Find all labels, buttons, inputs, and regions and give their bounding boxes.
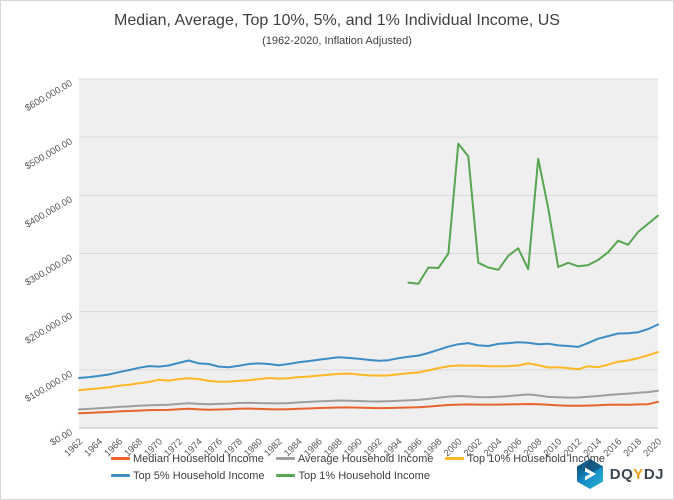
dqydj-logo-text: DQYDJ	[609, 465, 664, 483]
legend-label: Top 10% Household Income	[467, 452, 606, 465]
legend-color-dash-icon	[445, 457, 465, 460]
y-tick-label: $600,000.00	[23, 78, 74, 114]
legend-label: Top 1% Household Income	[298, 469, 430, 482]
dqydj-logo-icon	[576, 459, 603, 489]
legend-row: Median Household Income Average Household…	[111, 450, 605, 467]
series-line-average-household-income	[78, 389, 659, 411]
series-line-top-5-household-income	[78, 323, 659, 379]
legend-label: Median Household Income	[133, 452, 264, 465]
x-tick-label: 1964	[82, 436, 105, 459]
legend-label: Average Household Income	[297, 452, 434, 465]
dqydj-logo: DQYDJ	[575, 458, 664, 490]
chart-subtitle: (1962-2020, Inflation Adjusted)	[262, 35, 412, 47]
series-line-top-10-household-income	[78, 351, 659, 392]
x-tick-label: 2020	[641, 436, 664, 459]
legend-color-dash-icon	[111, 457, 130, 460]
legend: Median Household Income Average Household…	[111, 450, 605, 484]
legend-color-dash-icon	[276, 474, 296, 477]
legend-item: Top 5% Household Income	[111, 470, 264, 482]
legend-color-dash-icon	[275, 457, 295, 460]
y-tick-label: $300,000.00	[23, 253, 74, 289]
legend-label: Top 5% Household Income	[133, 469, 265, 482]
series-line-median-household-income	[78, 400, 659, 415]
legend-color-dash-icon	[111, 474, 130, 477]
x-tick-label: 2018	[621, 436, 644, 459]
legend-item: Average Household Income	[275, 452, 434, 465]
legend-item: Top 10% Household Income	[445, 453, 605, 465]
y-tick-label: $500,000.00	[23, 136, 74, 172]
y-tick-label: $100,000.00	[23, 369, 74, 405]
legend-item: Median Household Income	[111, 453, 264, 465]
y-tick-label: $200,000.00	[23, 311, 74, 347]
y-tick-label: $400,000.00	[23, 194, 74, 230]
legend-row: Top 5% Household Income Top 1% Household …	[111, 467, 605, 484]
legend-item: Top 1% Household Income	[276, 469, 430, 482]
series-line-top-1-household-income	[407, 142, 659, 285]
chart-title: Median, Average, Top 10%, 5%, and 1% Ind…	[114, 12, 560, 29]
